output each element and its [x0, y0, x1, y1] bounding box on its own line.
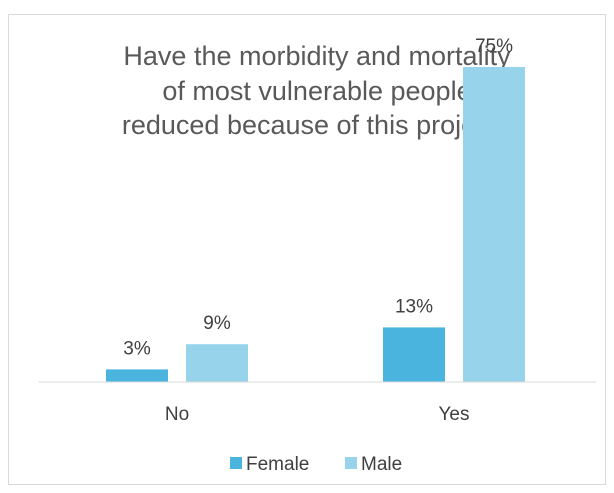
data-label-female-yes: 13%	[395, 296, 433, 317]
category-labels-group: No Yes	[165, 404, 470, 425]
bar-female-yes	[383, 327, 445, 382]
data-label-male-yes: 75%	[475, 36, 513, 57]
data-label-male-no: 9%	[203, 313, 231, 334]
bar-male-no	[186, 344, 248, 382]
chart-title-line-3: reduced because of this project?	[122, 110, 512, 140]
chart-title-line-2: of most vulnerable people	[162, 76, 471, 106]
data-label-female-no: 3%	[123, 338, 151, 359]
legend-swatch-female	[230, 457, 242, 469]
legend-label-female: Female	[246, 454, 309, 475]
bar-female-no	[106, 369, 168, 382]
bars-group	[106, 67, 525, 382]
legend: Female Male	[230, 454, 402, 475]
data-labels-group: 3% 9% 13% 75%	[123, 36, 513, 359]
legend-swatch-male	[345, 457, 357, 469]
category-label-yes: Yes	[439, 404, 470, 425]
chart-title: Have the morbidity and mortality of most…	[122, 41, 512, 140]
category-label-no: No	[165, 404, 189, 425]
chart-title-line-1: Have the morbidity and mortality	[123, 41, 511, 71]
legend-label-male: Male	[361, 454, 402, 475]
bar-male-yes	[463, 67, 525, 382]
